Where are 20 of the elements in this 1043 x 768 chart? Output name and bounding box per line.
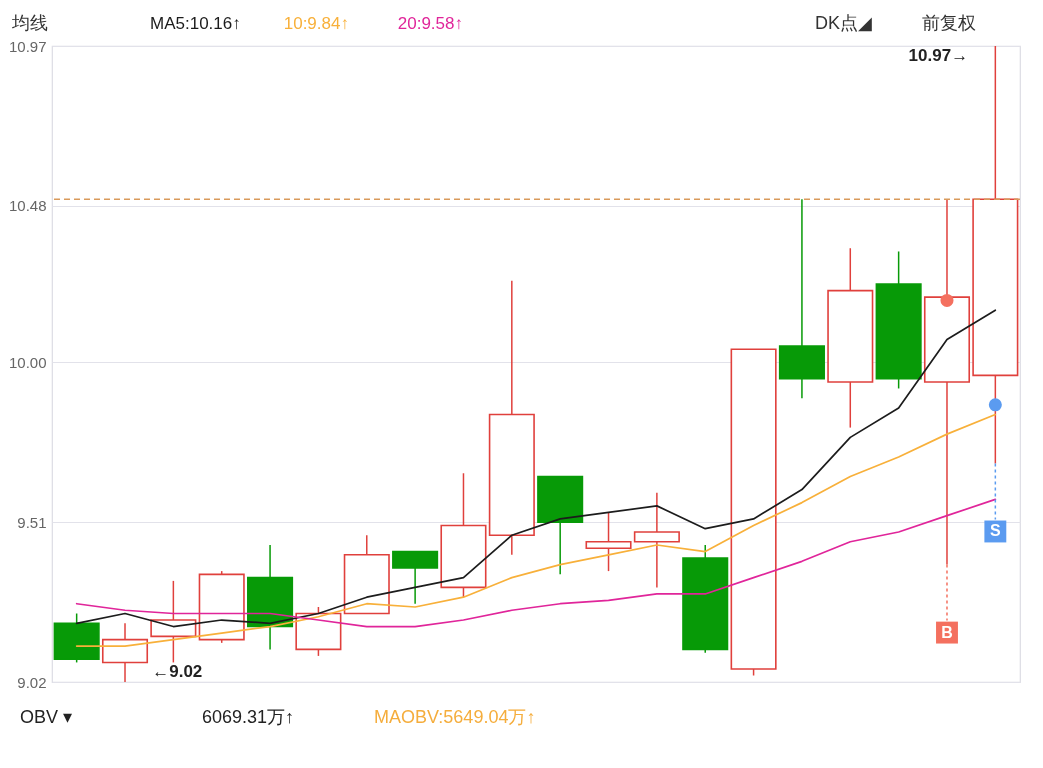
y-tick-label: 10.97 (8, 37, 47, 55)
text: 20:9.58↑ (397, 14, 463, 33)
text: 10:9.84↑ (283, 14, 349, 33)
text: 6069.31万↑ (202, 707, 295, 727)
y-tick-label: 9.51 (17, 513, 47, 531)
text: MA5:10.16↑ (150, 14, 241, 33)
annotation: ←9.02 (152, 662, 203, 681)
candlestick (633, 492, 680, 589)
candlestick (585, 511, 632, 572)
text: 均线 (11, 13, 48, 33)
text: OBV ▾ (20, 707, 73, 727)
annotation: 10.97→ (908, 46, 969, 65)
y-tick-label: 10.48 (8, 197, 47, 215)
text: DK点◢ (815, 13, 872, 33)
y-tick-label: 9.02 (17, 673, 47, 691)
text: S (990, 522, 1001, 540)
text: MAOBV:5649.04万↑ (374, 707, 536, 727)
y-tick-label: 10.00 (8, 353, 47, 371)
text: B (941, 623, 953, 641)
text: 前复权 (922, 13, 976, 33)
